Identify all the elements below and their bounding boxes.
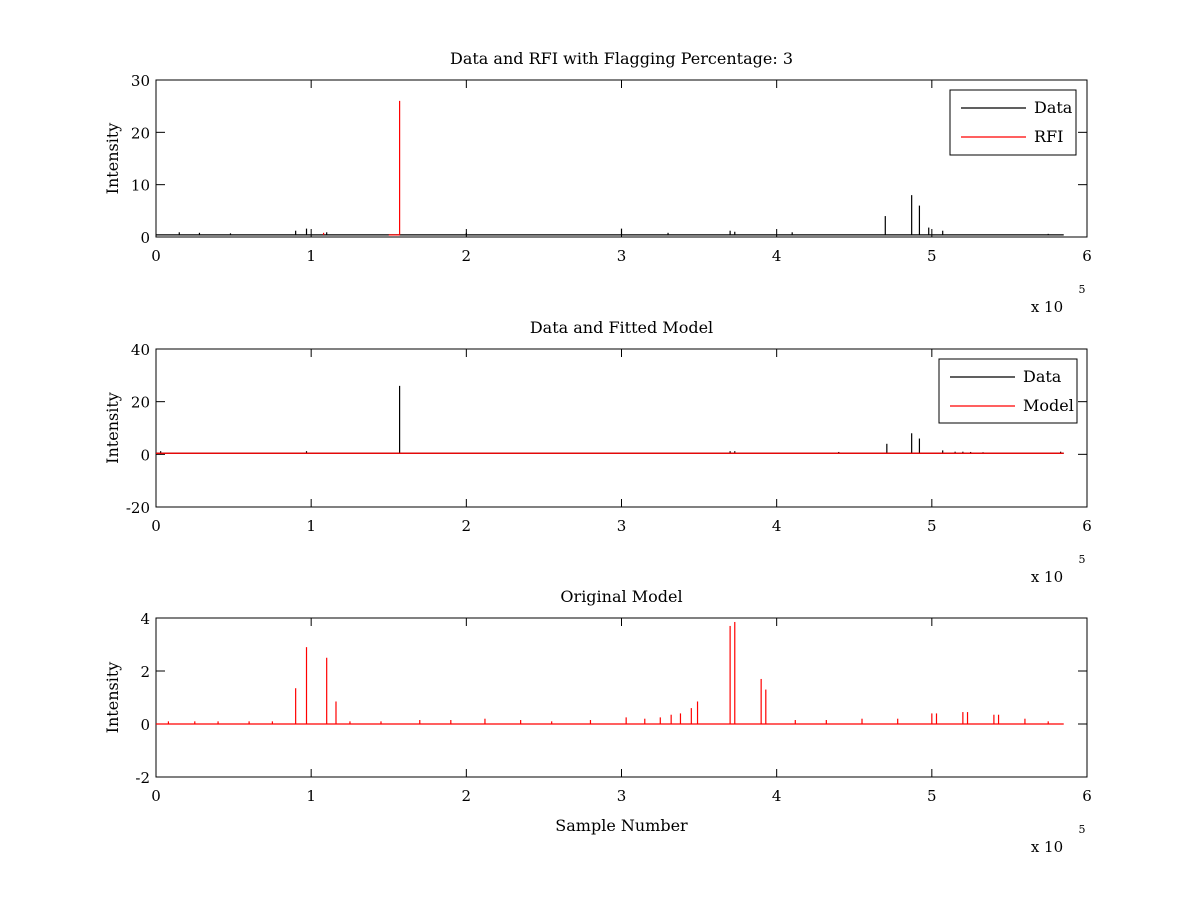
x-tick-label: 5 [927,247,937,265]
series-model [156,621,1064,725]
x-tick-label: 1 [306,517,316,535]
legend-label: Data [1023,367,1062,386]
x-axis-label: Sample Number [555,816,688,835]
y-tick-label: 40 [131,341,150,359]
y-axis-label: Intensity [103,662,122,734]
x-exponent-multiplier: x 10 [1031,568,1063,586]
chart-title: Original Model [560,587,682,606]
axes-box [155,617,1088,778]
chart-title: Data and Fitted Model [530,318,713,337]
panels: Data and RFI with Flagging Percentage: 3… [103,49,1092,856]
y-tick-label: 0 [140,716,150,734]
legend-label: Data [1034,98,1073,117]
chart-title: Data and RFI with Flagging Percentage: 3 [450,49,793,68]
chart-panel-1: Data and RFI with Flagging Percentage: 3… [103,49,1092,316]
x-tick-label: 6 [1082,517,1092,535]
x-tick-label: 0 [151,787,161,805]
y-tick-label: -2 [135,769,150,787]
y-tick-label: 0 [140,446,150,464]
y-tick-label: 4 [140,610,150,628]
series-rfi [322,100,401,236]
x-tick-label: 3 [617,787,627,805]
x-tick-label: 4 [772,517,782,535]
x-exponent-multiplier: x 10 [1031,298,1063,316]
legend-box [949,89,1077,156]
legend: Data Model [938,358,1078,424]
x-tick-label: 0 [151,517,161,535]
x-tick-label: 4 [772,247,782,265]
x-tick-label: 2 [462,247,472,265]
x-exponent-power: 5 [1079,553,1086,566]
legend: Data RFI [949,89,1077,156]
x-tick-label: 0 [151,247,161,265]
x-tick-label: 6 [1082,787,1092,805]
x-tick-label: 1 [306,787,316,805]
y-tick-label: 2 [140,663,150,681]
series-data [156,195,1064,236]
y-tick-label: -20 [126,499,150,517]
x-exponent-multiplier: x 10 [1031,838,1063,856]
x-exponent-power: 5 [1079,283,1086,296]
x-tick-label: 5 [927,517,937,535]
x-tick-label: 2 [462,787,472,805]
y-tick-label: 20 [131,394,150,412]
x-tick-label: 5 [927,787,937,805]
y-tick-label: 10 [131,177,150,195]
x-tick-label: 1 [306,247,316,265]
x-tick-label: 4 [772,787,782,805]
y-axis-label: Intensity [103,392,122,464]
x-tick-label: 2 [462,517,472,535]
legend-label: Model [1023,396,1074,415]
y-tick-label: 0 [140,229,150,247]
y-axis-label: Intensity [103,123,122,195]
legend-box [938,358,1078,424]
axes-box [155,79,1088,238]
y-tick-label: 20 [131,124,150,142]
x-tick-label: 6 [1082,247,1092,265]
y-tick-label: 30 [131,72,150,90]
x-tick-label: 3 [617,247,627,265]
x-exponent-power: 5 [1079,823,1086,836]
legend-label: RFI [1034,127,1063,146]
x-tick-label: 3 [617,517,627,535]
axes-box [155,348,1088,508]
